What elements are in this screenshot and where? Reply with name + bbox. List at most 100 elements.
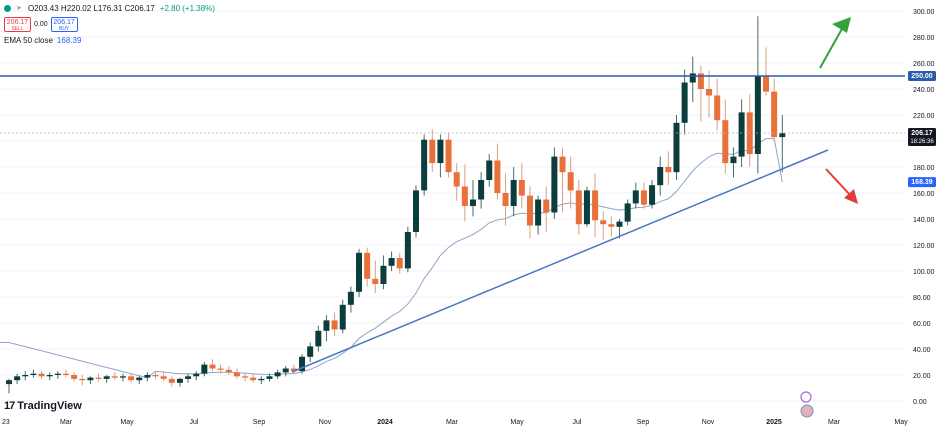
candle-down <box>217 364 224 374</box>
price-axis-label: 160.00 <box>913 191 935 198</box>
event-icons <box>800 391 814 418</box>
candle-body <box>730 156 737 164</box>
candle-down <box>575 180 582 235</box>
candle-body <box>763 76 770 92</box>
candle-up <box>632 182 639 209</box>
candle-body <box>54 373 61 375</box>
candle-body <box>771 91 778 138</box>
candle-down <box>543 186 550 232</box>
candle-up <box>730 147 737 178</box>
candle-body <box>315 330 322 347</box>
candle-down <box>697 65 704 122</box>
candle-body <box>168 378 175 383</box>
candle-body <box>486 160 493 180</box>
candle-body <box>290 368 297 372</box>
candle-body <box>14 376 21 381</box>
candle-down <box>461 164 468 222</box>
resistance-price-tag: 250.00 <box>908 71 936 81</box>
candle-up <box>510 167 517 217</box>
candle-up <box>380 255 387 290</box>
dividend-event-icon <box>800 391 812 403</box>
candle-body <box>299 356 306 372</box>
price-axis-label: 120.00 <box>913 243 935 250</box>
candle-down <box>706 70 713 118</box>
share-icon[interactable]: ➤ <box>16 4 22 12</box>
candle-body <box>779 133 786 138</box>
chart-legend: ➤ O203.43 H220.02 L176.31 C206.17 +2.80 … <box>4 2 215 45</box>
time-axis-label: Mar <box>446 419 459 426</box>
candle-body <box>535 199 542 226</box>
candle-down <box>453 163 460 201</box>
candle-up <box>469 180 476 217</box>
candle-body <box>469 199 476 206</box>
candle-body <box>502 193 509 206</box>
candle-body <box>30 373 37 375</box>
down-arrow-icon <box>825 168 858 204</box>
candle-down <box>95 373 102 382</box>
candle-down <box>665 151 672 186</box>
candle-up <box>315 325 322 352</box>
price-change: +2.80 (+1.38%) <box>159 3 215 13</box>
candle-down <box>567 156 574 209</box>
candle-down <box>250 373 257 383</box>
price-axis: 0.00 20.00 40.00 60.00 80.00 100.00 120.00 140.… <box>913 9 935 406</box>
candle-up <box>583 186 590 227</box>
candle-body <box>445 139 452 173</box>
up-arrow-icon <box>819 17 851 69</box>
candle-body <box>494 160 501 193</box>
trend-line[interactable] <box>291 149 829 373</box>
candle-down <box>62 369 69 378</box>
candle-body <box>71 375 78 379</box>
candle-body <box>583 190 590 225</box>
candle-body <box>396 258 403 269</box>
candle-down <box>445 133 452 178</box>
candle-body <box>217 368 224 370</box>
candle-down <box>364 247 371 287</box>
candle-up <box>136 376 143 385</box>
up-arrow-shaft <box>819 26 844 69</box>
candle-body <box>185 376 192 379</box>
candle-up <box>185 373 192 383</box>
tradingview-logo[interactable]: 17 TradingView <box>4 400 82 412</box>
chart-grid <box>0 10 905 402</box>
tradingview-logo-text: TradingView <box>17 400 82 412</box>
candle-body <box>323 320 330 331</box>
candle-down <box>559 147 566 213</box>
time-axis-label: 2025 <box>766 419 782 426</box>
last-price-tag-bg <box>908 127 936 146</box>
candle-down <box>233 368 240 379</box>
price-axis-label: 0.00 <box>913 399 927 406</box>
candle-body <box>437 139 444 164</box>
candle-down <box>396 252 403 274</box>
candle-up <box>347 286 354 313</box>
candle-down <box>429 129 436 173</box>
time-axis-label: Mar <box>60 419 73 426</box>
buy-button[interactable]: 206.17 BUY <box>50 17 78 32</box>
candle-body <box>421 139 428 191</box>
candle-up <box>176 377 183 387</box>
candle-up <box>535 195 542 235</box>
sell-button[interactable]: 206.17 SELL <box>4 17 31 32</box>
time-axis-label: May <box>510 419 524 426</box>
candle-down <box>592 173 599 238</box>
candle-up <box>486 154 493 187</box>
candle-up <box>22 371 29 381</box>
ema-label[interactable]: EMA 50 close <box>4 36 53 45</box>
last-price-tag-countdown: 18:26:36 <box>910 139 934 145</box>
sell-price: 206.17 <box>6 19 29 26</box>
candle-up <box>779 115 786 173</box>
candle-down <box>600 211 607 240</box>
tradingview-mark-icon: 17 <box>4 400 15 412</box>
candle-body <box>6 380 12 385</box>
candle-body <box>649 185 656 205</box>
candle-down <box>128 373 135 383</box>
down-arrow-shaft <box>825 168 852 197</box>
candle-down <box>771 78 778 141</box>
sell-label: SELL <box>11 26 24 32</box>
candle-body <box>567 172 574 191</box>
candle-body <box>282 368 289 373</box>
candle-down <box>494 143 501 200</box>
buy-price: 206.17 <box>53 19 75 26</box>
candle-up <box>30 369 37 378</box>
